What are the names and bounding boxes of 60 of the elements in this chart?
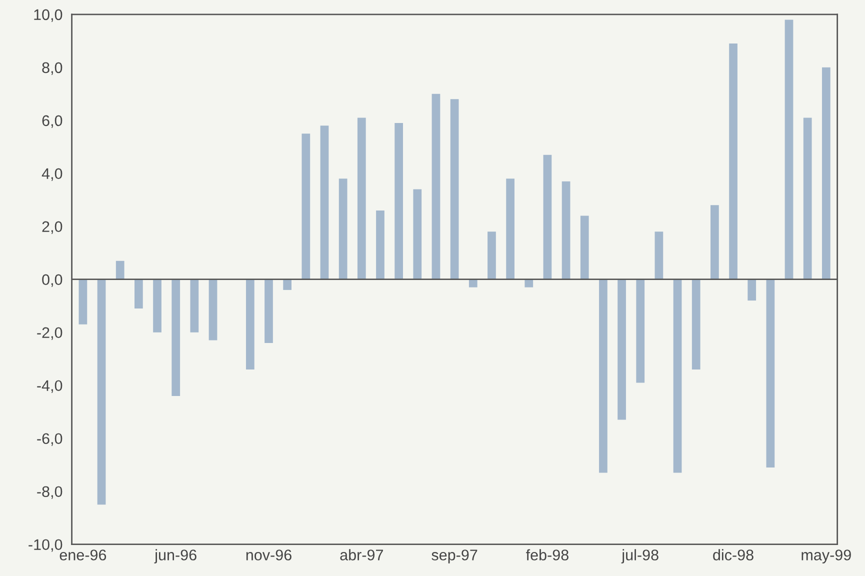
- x-tick-label: feb-98: [526, 549, 568, 560]
- y-tick-label: 10,0: [34, 9, 62, 22]
- y-tick-label: 8,0: [42, 62, 62, 75]
- bar: [488, 232, 496, 280]
- bar: [562, 181, 570, 280]
- bar: [599, 279, 608, 473]
- y-tick-label: 2,0: [42, 221, 62, 234]
- bar: [729, 44, 738, 280]
- x-tick-label: abr-97: [340, 549, 383, 560]
- bar: [803, 118, 812, 280]
- bar: [97, 279, 106, 505]
- y-tick-label: -6,0: [37, 433, 62, 446]
- bar: [357, 118, 366, 280]
- bar: [580, 216, 589, 280]
- bar: [432, 94, 440, 280]
- bar: [172, 279, 180, 396]
- y-tick-label: -10,0: [28, 539, 62, 552]
- x-tick-label: ene-96: [60, 550, 106, 560]
- bar: [394, 123, 403, 280]
- x-tick-label: dic-98: [713, 549, 754, 560]
- bar: [673, 279, 682, 473]
- y-tick-label: -8,0: [37, 486, 62, 499]
- bar: [784, 20, 794, 280]
- y-tick-label: -4,0: [37, 380, 62, 393]
- bar: [302, 134, 310, 280]
- bar: [468, 279, 478, 288]
- bar: [190, 279, 199, 332]
- bar: [506, 178, 514, 280]
- x-tick-label: jun-96: [154, 549, 196, 564]
- bar: [618, 279, 626, 420]
- bar: [208, 279, 218, 340]
- bar: [116, 260, 124, 280]
- y-tick-label: 6,0: [42, 115, 62, 128]
- bar: [636, 279, 645, 383]
- bar: [692, 279, 700, 370]
- bar: [450, 99, 459, 280]
- x-tick-label: nov-96: [246, 550, 292, 560]
- y-tick-label: 0,0: [42, 274, 62, 287]
- y-tick-label: -2,0: [37, 327, 62, 340]
- bar: [78, 279, 88, 324]
- bar: [710, 205, 719, 280]
- bar: [153, 279, 162, 332]
- bar: [524, 279, 534, 288]
- bar: [543, 154, 552, 280]
- bar: [264, 279, 273, 343]
- bar: [134, 279, 143, 309]
- bar: [748, 279, 756, 301]
- bar: [283, 279, 292, 290]
- bar: [822, 67, 830, 280]
- bar: [320, 126, 329, 280]
- bar: [654, 232, 664, 280]
- bar: [413, 189, 422, 280]
- x-tick-label: sep-97: [432, 550, 478, 564]
- bar: [338, 178, 348, 280]
- x-tick-label: may-99: [802, 550, 851, 564]
- bar: [246, 279, 254, 370]
- bar: [376, 210, 384, 280]
- y-tick-label: 4,0: [42, 168, 62, 181]
- x-tick-label: jul-98: [621, 549, 658, 564]
- bar: [766, 279, 775, 468]
